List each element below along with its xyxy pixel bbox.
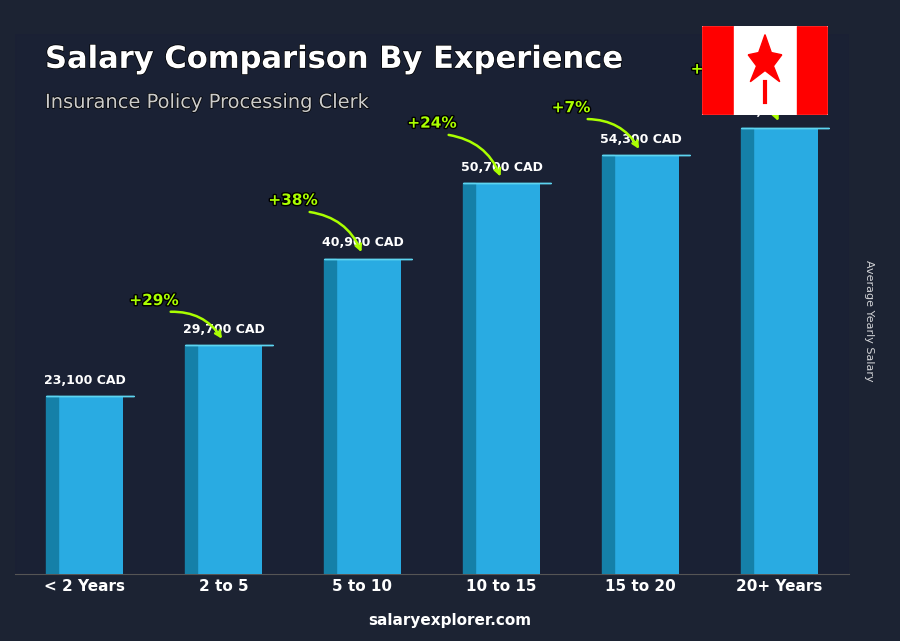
Bar (464, 183, 474, 574)
Text: +24%: +24% (408, 115, 456, 131)
Text: Insurance Policy Processing Clerk: Insurance Policy Processing Clerk (45, 93, 370, 112)
Bar (702, 26, 733, 115)
Text: +38%: +38% (268, 193, 318, 208)
Bar (742, 128, 818, 574)
Bar (46, 396, 122, 574)
Text: salaryexplorer.com: salaryexplorer.com (368, 613, 532, 628)
Text: 29,700 CAD: 29,700 CAD (183, 323, 265, 336)
Bar (464, 183, 540, 574)
Bar (324, 259, 400, 574)
Polygon shape (748, 35, 782, 81)
Bar (324, 259, 336, 574)
Bar (185, 345, 262, 574)
Text: 40,900 CAD: 40,900 CAD (321, 237, 403, 249)
Text: +7%: +7% (552, 100, 590, 115)
Bar (602, 155, 679, 574)
Text: 57,900 CAD: 57,900 CAD (739, 105, 821, 119)
Bar (742, 128, 752, 574)
Bar (734, 26, 796, 115)
Bar (796, 26, 828, 115)
Bar (602, 155, 614, 574)
Text: 50,700 CAD: 50,700 CAD (461, 161, 543, 174)
Bar (46, 396, 58, 574)
Text: 54,300 CAD: 54,300 CAD (599, 133, 681, 146)
Text: Average Yearly Salary: Average Yearly Salary (863, 260, 874, 381)
Text: +29%: +29% (130, 293, 179, 308)
Text: +7%: +7% (690, 62, 729, 77)
Bar (185, 345, 197, 574)
Text: 23,100 CAD: 23,100 CAD (43, 374, 125, 387)
Text: Salary Comparison By Experience: Salary Comparison By Experience (45, 45, 621, 74)
